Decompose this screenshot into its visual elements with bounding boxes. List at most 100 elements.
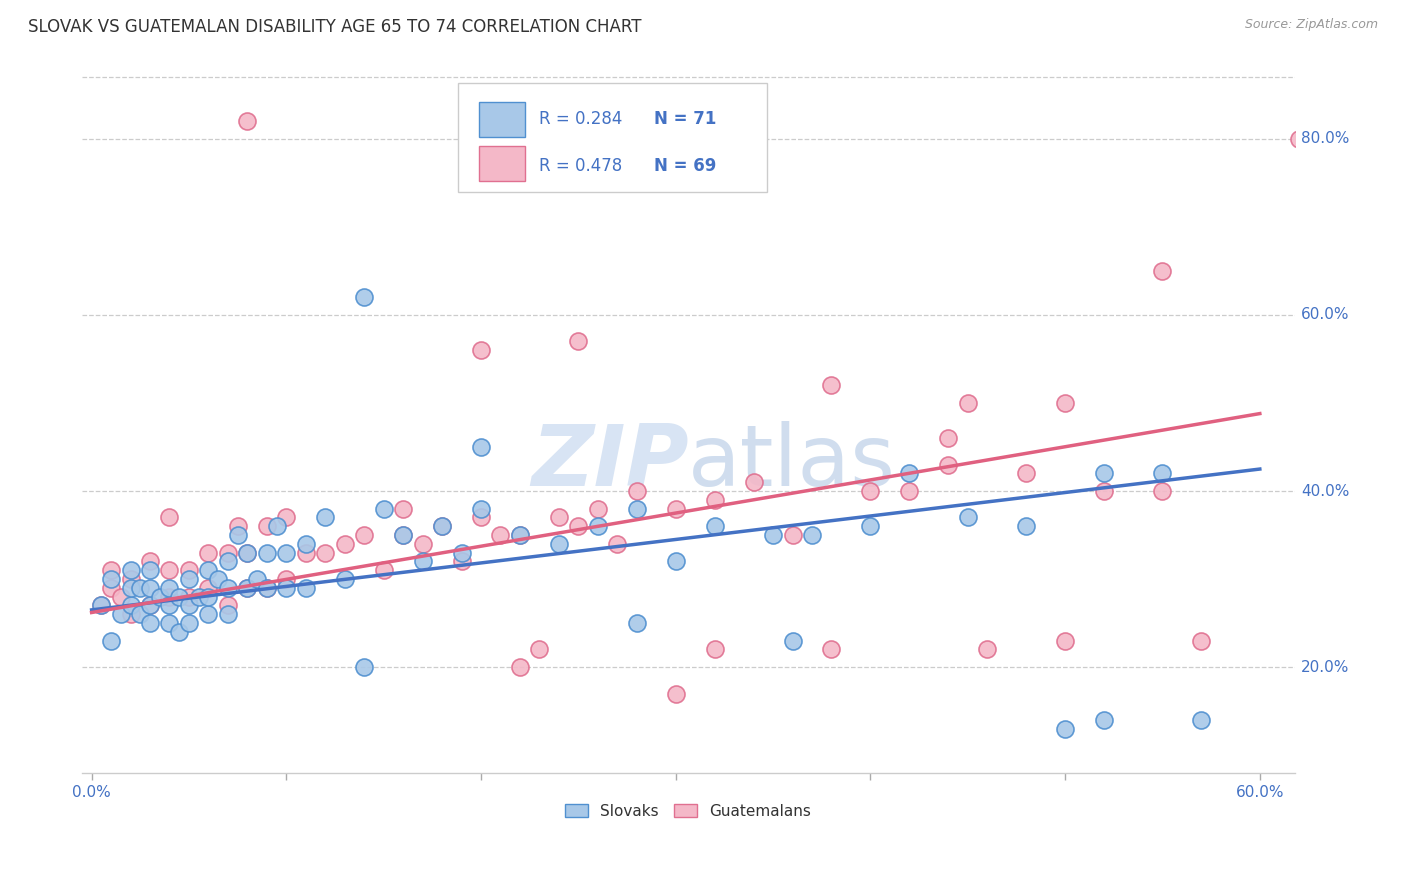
Slovaks	[392, 528, 415, 542]
Slovaks	[548, 537, 571, 551]
Guatemalans	[509, 528, 531, 542]
Guatemalans	[567, 334, 589, 349]
Slovaks	[226, 528, 249, 542]
Slovaks	[353, 660, 375, 674]
Slovaks	[236, 546, 259, 560]
Guatemalans	[742, 475, 765, 490]
FancyBboxPatch shape	[478, 146, 524, 181]
Slovaks	[266, 519, 288, 533]
Text: 40.0%: 40.0%	[1301, 483, 1350, 499]
Guatemalans	[1054, 396, 1077, 410]
Guatemalans	[1152, 484, 1174, 499]
Text: N = 69: N = 69	[654, 157, 717, 175]
Slovaks	[1054, 722, 1077, 736]
Guatemalans	[236, 114, 259, 128]
Slovaks	[626, 616, 648, 631]
Guatemalans	[470, 510, 492, 524]
Guatemalans	[120, 607, 142, 622]
Guatemalans	[430, 519, 453, 533]
Slovaks	[412, 554, 434, 568]
Guatemalans	[333, 537, 356, 551]
Slovaks	[256, 581, 278, 595]
Guatemalans	[898, 484, 921, 499]
Guatemalans	[314, 546, 336, 560]
Text: 60.0%: 60.0%	[1301, 308, 1350, 323]
Slovaks	[197, 607, 219, 622]
Slovaks	[129, 581, 152, 595]
Guatemalans	[412, 537, 434, 551]
Guatemalans	[177, 590, 200, 604]
Slovaks	[177, 599, 200, 613]
Guatemalans	[217, 546, 239, 560]
Guatemalans	[936, 458, 959, 472]
Slovaks	[167, 624, 190, 639]
Guatemalans	[120, 572, 142, 586]
Slovaks	[1015, 519, 1038, 533]
Guatemalans	[956, 396, 979, 410]
Guatemalans	[197, 546, 219, 560]
Guatemalans	[665, 501, 688, 516]
Slovaks	[956, 510, 979, 524]
Slovaks	[762, 528, 785, 542]
Guatemalans	[276, 572, 298, 586]
Slovaks	[470, 501, 492, 516]
Guatemalans	[236, 581, 259, 595]
Slovaks	[120, 563, 142, 577]
Guatemalans	[1092, 484, 1115, 499]
Slovaks	[626, 501, 648, 516]
Slovaks	[1152, 467, 1174, 481]
Slovaks	[859, 519, 882, 533]
Slovaks	[294, 537, 316, 551]
Guatemalans	[373, 563, 395, 577]
Guatemalans	[159, 590, 181, 604]
Guatemalans	[567, 519, 589, 533]
Guatemalans	[703, 492, 725, 507]
Slovaks	[246, 572, 269, 586]
FancyBboxPatch shape	[478, 102, 524, 136]
Text: R = 0.478: R = 0.478	[538, 157, 623, 175]
Slovaks	[294, 581, 316, 595]
Text: SLOVAK VS GUATEMALAN DISABILITY AGE 65 TO 74 CORRELATION CHART: SLOVAK VS GUATEMALAN DISABILITY AGE 65 T…	[28, 18, 641, 36]
Text: Source: ZipAtlas.com: Source: ZipAtlas.com	[1244, 18, 1378, 31]
Guatemalans	[159, 563, 181, 577]
Guatemalans	[606, 537, 628, 551]
Guatemalans	[859, 484, 882, 499]
Legend: Slovaks, Guatemalans: Slovaks, Guatemalans	[560, 797, 817, 825]
Guatemalans	[256, 519, 278, 533]
Slovaks	[430, 519, 453, 533]
Guatemalans	[139, 554, 162, 568]
Slovaks	[703, 519, 725, 533]
Slovaks	[276, 546, 298, 560]
Slovaks	[665, 554, 688, 568]
Slovaks	[139, 616, 162, 631]
Text: N = 71: N = 71	[654, 111, 717, 128]
Guatemalans	[100, 581, 122, 595]
Slovaks	[159, 581, 181, 595]
Slovaks	[236, 581, 259, 595]
Slovaks	[1092, 713, 1115, 727]
Slovaks	[149, 590, 172, 604]
Text: 80.0%: 80.0%	[1301, 131, 1350, 146]
Slovaks	[1092, 467, 1115, 481]
Guatemalans	[217, 599, 239, 613]
Guatemalans	[626, 484, 648, 499]
Guatemalans	[1189, 633, 1212, 648]
Guatemalans	[392, 501, 415, 516]
Guatemalans	[548, 510, 571, 524]
Slovaks	[256, 546, 278, 560]
Guatemalans	[665, 686, 688, 700]
Slovaks	[314, 510, 336, 524]
Guatemalans	[276, 510, 298, 524]
Guatemalans	[820, 642, 842, 657]
Guatemalans	[139, 599, 162, 613]
Guatemalans	[177, 563, 200, 577]
Slovaks	[129, 607, 152, 622]
Guatemalans	[976, 642, 998, 657]
Guatemalans	[226, 519, 249, 533]
Guatemalans	[509, 660, 531, 674]
Slovaks	[110, 607, 132, 622]
Slovaks	[120, 599, 142, 613]
Guatemalans	[256, 581, 278, 595]
Slovaks	[139, 581, 162, 595]
Slovaks	[139, 563, 162, 577]
